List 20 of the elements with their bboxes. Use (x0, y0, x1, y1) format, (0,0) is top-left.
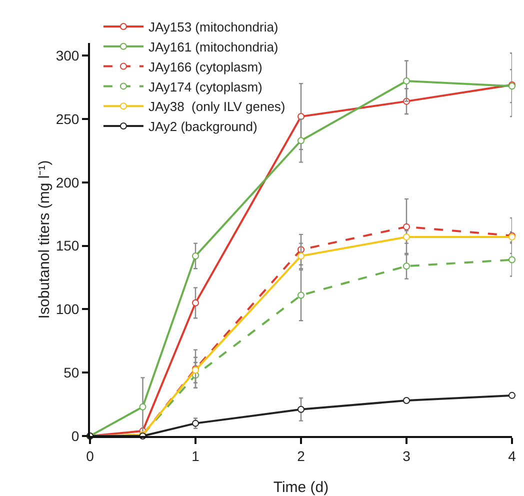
x-tick-label: 3 (402, 448, 411, 464)
x-tick-label: 4 (508, 448, 516, 464)
x-axis-title: Time (d) (273, 479, 329, 496)
x-tick-label: 2 (297, 448, 306, 464)
legend-label: JAy174 (cytoplasm) (148, 79, 262, 94)
x-tick-label: 1 (192, 448, 200, 464)
legend-label: JAy166 (cytoplasm) (148, 59, 262, 74)
y-tick-label: 300 (56, 48, 80, 64)
y-tick-label: 0 (71, 428, 80, 444)
legend-label: JAy153 (mitochondria) (148, 20, 278, 35)
legend-label: JAy161 (mitochondria) (148, 39, 278, 54)
y-tick-label: 200 (56, 174, 80, 190)
x-tick-label: 0 (86, 448, 94, 464)
legend-label: JAy2 (background) (148, 119, 258, 134)
y-tick-label: 100 (56, 301, 80, 318)
legend-label: JAy38 (only ILV genes) (148, 99, 286, 114)
y-tick-label: 50 (64, 364, 80, 381)
y-axis-title: Isobutanol titers (mg l⁻¹) (36, 160, 53, 319)
y-tick-label: 250 (56, 110, 80, 127)
y-tick-label: 150 (56, 238, 80, 254)
